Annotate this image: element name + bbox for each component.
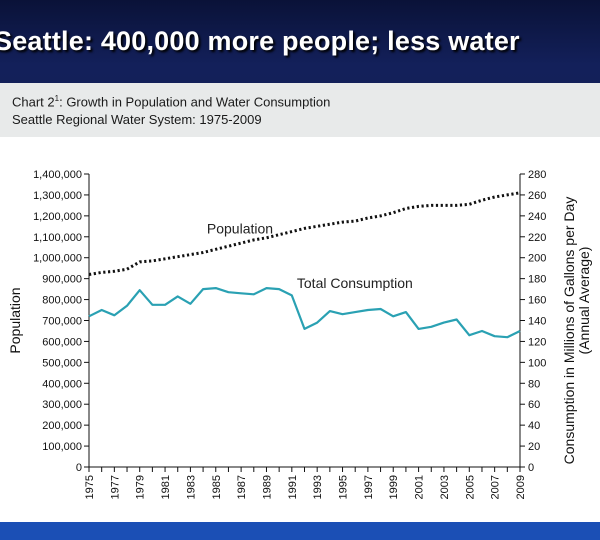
y-right-tick-label: 20 xyxy=(528,441,540,453)
x-tick-label: 1999 xyxy=(388,475,400,499)
y-right-tick-label: 40 xyxy=(528,420,540,432)
chart-title-main: Chart 2 xyxy=(12,94,55,110)
x-tick-label: 1995 xyxy=(338,475,350,499)
x-tick-label: 1997 xyxy=(363,475,375,499)
y-left-tick-label: 200,000 xyxy=(42,420,82,432)
y-right-tick-label: 240 xyxy=(528,211,546,223)
chart-subtitle: Seattle Regional Water System: 1975-2009 xyxy=(12,112,262,127)
x-tick-label: 2007 xyxy=(490,475,502,499)
x-tick-label: 1985 xyxy=(211,475,223,499)
x-tick-label: 2001 xyxy=(414,475,426,499)
y-left-tick-label: 300,000 xyxy=(42,399,82,411)
y-right-tick-label: 200 xyxy=(528,253,546,265)
x-tick-label: 1979 xyxy=(135,475,147,499)
y-right-tick-label: 180 xyxy=(528,274,546,286)
x-tick-label: 2009 xyxy=(515,475,527,499)
x-tick-label: 1981 xyxy=(160,475,172,499)
chart-title-rest: : Growth in Population and Water Consump… xyxy=(59,94,331,110)
x-tick-label: 1977 xyxy=(109,475,121,499)
y-left-tick-label: 100,000 xyxy=(42,441,82,453)
y-left-tick-label: 1,400,000 xyxy=(33,169,82,181)
chart-panel: Chart 21: Growth in Population and Water… xyxy=(0,83,600,522)
series-annotation: Population xyxy=(207,221,273,237)
y-right-tick-label: 280 xyxy=(528,169,546,181)
y-right-tick-label: 0 xyxy=(528,462,534,474)
x-tick-label: 1993 xyxy=(312,475,324,499)
y-left-tick-label: 0 xyxy=(76,462,82,474)
y-left-tick-label: 1,200,000 xyxy=(33,211,82,223)
y-left-tick-label: 700,000 xyxy=(42,316,82,328)
y-right-tick-label: 60 xyxy=(528,399,540,411)
y-right-tick-label: 220 xyxy=(528,232,546,244)
y-right-tick-label: 100 xyxy=(528,357,546,369)
chart-title-footnote: 1 xyxy=(54,94,60,103)
y-axis-left-title: Population xyxy=(7,287,23,353)
y-left-tick-label: 400,000 xyxy=(42,378,82,390)
y-left-tick-label: 600,000 xyxy=(42,336,82,348)
x-tick-label: 1983 xyxy=(185,475,197,499)
series-line-total-consumption xyxy=(88,287,521,339)
x-tick-label: 1975 xyxy=(84,475,96,499)
chart-header: Chart 21: Growth in Population and Water… xyxy=(0,83,600,137)
slide-bottom-bar xyxy=(0,522,600,540)
x-tick-label: 2005 xyxy=(464,475,476,499)
y-axis-right-title-line1: Consumption in Millions of Gallons per D… xyxy=(561,197,577,465)
line-chart: 0 100,000 200,000 300,000 400,000 500,000 600,… xyxy=(7,169,592,499)
slide-title: Seattle: 400,000 more people; less water xyxy=(0,26,520,56)
y-right-tick-label: 260 xyxy=(528,190,546,202)
y-axis-right-title-line2: (Annual Average) xyxy=(576,247,592,355)
series-annotation: Total Consumption xyxy=(297,275,413,291)
y-left-tick-label: 1,100,000 xyxy=(33,232,82,244)
x-tick-label: 2003 xyxy=(439,475,451,499)
y-left-tick-label: 500,000 xyxy=(42,357,82,369)
y-left-tick-label: 800,000 xyxy=(42,295,82,307)
y-right-tick-label: 80 xyxy=(528,378,540,390)
x-tick-label: 1989 xyxy=(261,475,273,499)
y-right-tick-label: 140 xyxy=(528,316,546,328)
y-left-tick-label: 1,000,000 xyxy=(33,253,82,265)
y-left-tick-label: 900,000 xyxy=(42,274,82,286)
y-right-tick-label: 120 xyxy=(528,336,546,348)
chart-title: Chart 21: Growth in Population and Water… xyxy=(12,94,330,109)
x-tick-label: 1987 xyxy=(236,475,248,499)
y-left-tick-label: 1,300,000 xyxy=(33,190,82,202)
y-right-tick-label: 160 xyxy=(528,295,546,307)
series-line-population xyxy=(88,191,521,276)
x-tick-label: 1991 xyxy=(287,475,299,499)
